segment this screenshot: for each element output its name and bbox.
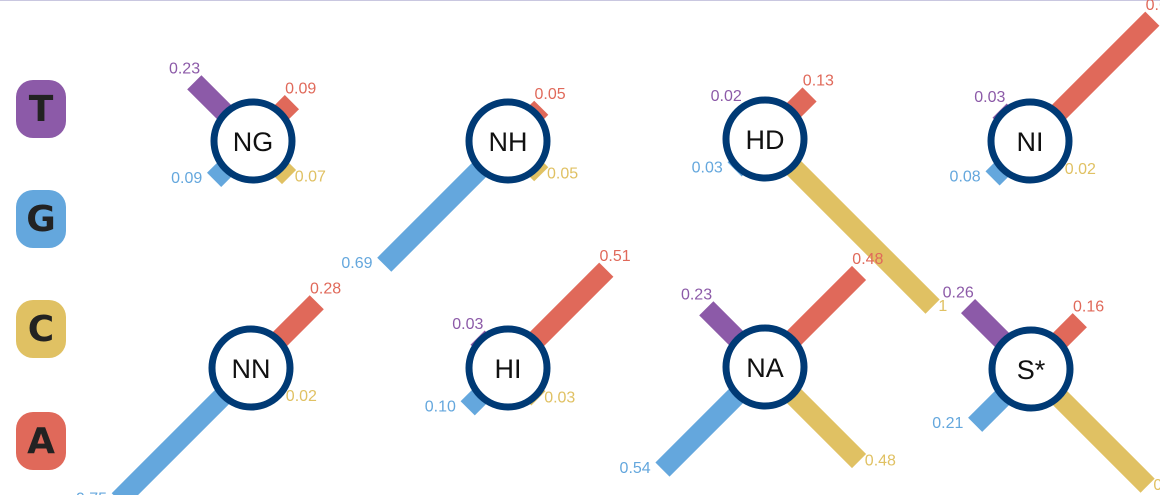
value-label-hi-c: 0.03 — [544, 390, 575, 407]
value-label-na-c: 0.48 — [865, 452, 896, 469]
value-label-ni-c: 0.02 — [1065, 161, 1096, 178]
rvd-group-na: NA 0.23 0.54 0.48 0.48 — [620, 251, 896, 477]
value-label-ng-g: 0.09 — [171, 170, 202, 187]
value-label-na-t: 0.23 — [681, 287, 712, 304]
value-label-nn-g: 0.75 — [76, 490, 107, 495]
value-label-ng-a: 0.09 — [285, 80, 316, 97]
value-label-hd-t: 0.02 — [711, 88, 742, 105]
bar-nh-g — [377, 160, 489, 272]
bar-hd-c — [784, 158, 940, 314]
value-label-nh-a: 0.05 — [535, 86, 566, 103]
value-label-ng-t: 0.23 — [169, 61, 200, 78]
rvd-label-hi: HI — [495, 354, 522, 384]
bar-ng-c — [272, 160, 297, 185]
legend-label-g: G — [26, 198, 56, 240]
rvd-group-ng: NG 0.23 0.09 0.07 0.09 — [169, 61, 326, 188]
rvd-circle-ng — [210, 98, 296, 184]
bar-ng-t — [187, 75, 234, 122]
top-divider-line — [0, 0, 1160, 1]
value-label-hd-c: 1 — [938, 298, 947, 315]
value-label-nh-g: 0.69 — [341, 255, 372, 272]
bar-s-t — [961, 299, 1012, 350]
legend-label-a: A — [27, 420, 55, 462]
rvd-group-s: S* 0.26 0.21 0.64 0.16 — [932, 284, 1160, 494]
value-label-na-a: 0.48 — [852, 251, 883, 268]
rvd-circle-ni — [987, 98, 1073, 184]
bar-na-t — [699, 301, 746, 348]
legend-pill-a: A — [16, 412, 66, 470]
bar-na-a — [784, 265, 867, 348]
rvd-circle-hd — [722, 96, 808, 182]
rvd-circle-hi — [465, 325, 551, 411]
bar-s-c — [1050, 388, 1155, 493]
rvd-label-na: NA — [746, 353, 784, 383]
value-label-hi-a: 0.51 — [600, 248, 631, 265]
legend-pill-t: T — [16, 80, 66, 138]
rvd-group-nh: NH 0.69 0.05 0.05 — [341, 86, 578, 272]
rvd-label-ni: NI — [1017, 127, 1044, 157]
bar-nn-g — [111, 387, 232, 495]
rvd-group-nn: NN 0.75 0.02 0.28 — [76, 281, 341, 495]
value-label-ng-c: 0.07 — [295, 168, 326, 185]
value-label-na-g: 0.54 — [620, 460, 651, 477]
rvd-group-hi: HI 0.03 0.10 0.03 0.51 — [425, 248, 631, 416]
rvd-label-s: S* — [1017, 355, 1046, 385]
rvd-group-hd: HD 0.02 0.03 1 0.13 — [692, 73, 948, 315]
value-label-ni-a: 0.68 — [1146, 0, 1160, 14]
value-label-s-t: 0.26 — [943, 284, 974, 301]
rvd-group-ni: NI 0.03 0.08 0.02 0.68 — [950, 0, 1160, 186]
bar-na-c — [784, 386, 867, 469]
value-label-hi-g: 0.10 — [425, 399, 456, 416]
legend-pill-c: C — [16, 300, 66, 358]
value-label-nh-c: 0.05 — [547, 166, 578, 183]
rvd-label-nn: NN — [232, 354, 271, 384]
value-label-ni-t: 0.03 — [974, 89, 1005, 106]
legend-label-t: T — [28, 88, 54, 130]
rvd-label-nh: NH — [489, 127, 528, 157]
bar-na-g — [655, 386, 746, 477]
bar-ng-a — [272, 95, 299, 122]
legend-pill-g: G — [16, 190, 66, 248]
value-label-ni-g: 0.08 — [950, 169, 981, 186]
bar-hi-a — [527, 262, 614, 349]
rvd-label-hd: HD — [746, 125, 785, 155]
rvd-circle-na — [722, 324, 808, 410]
rvd-circle-nh — [465, 98, 551, 184]
value-label-hi-t: 0.03 — [452, 316, 483, 333]
rvd-label-ng: NG — [233, 127, 274, 157]
bar-nn-a — [270, 295, 324, 349]
bar-ni-g — [985, 160, 1011, 186]
value-label-hd-g: 0.03 — [692, 160, 723, 177]
rvd-circle-s — [988, 326, 1074, 412]
legend-label-c: C — [27, 308, 55, 350]
value-label-s-a: 0.16 — [1073, 298, 1104, 315]
value-label-s-c: 0.64 — [1153, 477, 1160, 494]
value-label-hd-a: 0.13 — [803, 73, 834, 90]
bar-ni-a — [1049, 11, 1160, 122]
bar-ng-g — [207, 160, 234, 187]
value-label-s-g: 0.21 — [932, 415, 963, 432]
rvd-circle-nn — [208, 325, 294, 411]
value-label-nn-c: 0.02 — [286, 388, 317, 405]
value-label-nn-a: 0.28 — [310, 281, 341, 298]
